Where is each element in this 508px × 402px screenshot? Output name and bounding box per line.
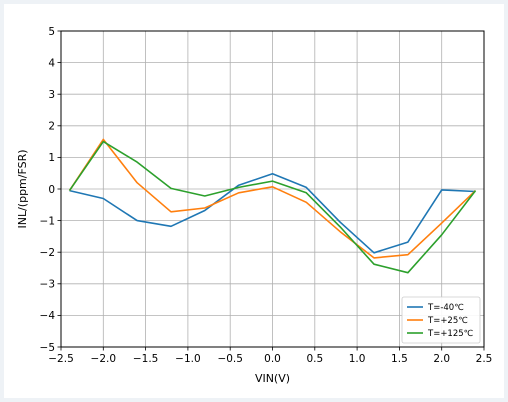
y-tick-label: −2 [40,247,55,259]
y-tick-label: 5 [48,26,55,38]
legend: T=-40℃ T=+25℃ T=+125℃ [401,296,481,344]
x-tick-label: −1.5 [133,353,159,365]
legend-label: T=+25℃ [427,316,468,326]
x-tick-label: −1.0 [175,353,201,365]
y-axis-label: INL/(ppm/FSR) [16,149,29,228]
x-tick-label: −0.5 [217,353,243,365]
y-tick-label: −1 [40,215,55,227]
x-tick-label: 2.0 [433,353,450,365]
legend-box [401,296,481,344]
x-tick-label: 0.5 [306,353,323,365]
x-tick-label: −2.5 [48,353,74,365]
x-tick-label: −2.0 [91,353,117,365]
series-lines [68,138,477,274]
y-tick-label: 4 [48,57,55,69]
x-tick-label: 1.0 [349,353,366,365]
inl-line-chart: −2.5 −2.0 −1.5 −1.0 −0.5 0.0 0.5 1.0 1.5 2.0 2.5 −5… [16,26,493,385]
chart-card: −2.5 −2.0 −1.5 −1.0 −0.5 0.0 0.5 1.0 1.5 2.0 2.5 −5… [4,4,504,398]
x-axis-label: VIN(V) [255,372,290,385]
y-tick-label: −4 [40,310,56,322]
series-line-1 [69,173,476,254]
y-tick-label: 1 [48,152,55,164]
legend-label: T=+125℃ [427,329,474,339]
series-line-2 [68,138,477,259]
series-line-3 [68,140,477,274]
x-tick-label: 2.5 [476,353,493,365]
y-tick-label: 3 [48,89,55,101]
y-tick-label: 2 [48,121,55,133]
x-tick-label: 1.5 [391,353,408,365]
x-tick-label: 0.0 [264,353,281,365]
y-tick-label: 0 [48,184,55,196]
y-tick-label: −5 [40,342,55,354]
ticks: −2.5 −2.0 −1.5 −1.0 −0.5 0.0 0.5 1.0 1.5 2.0 2.5 −5… [40,26,493,365]
y-tick-label: −3 [40,279,55,291]
legend-label: T=-40℃ [427,303,464,313]
